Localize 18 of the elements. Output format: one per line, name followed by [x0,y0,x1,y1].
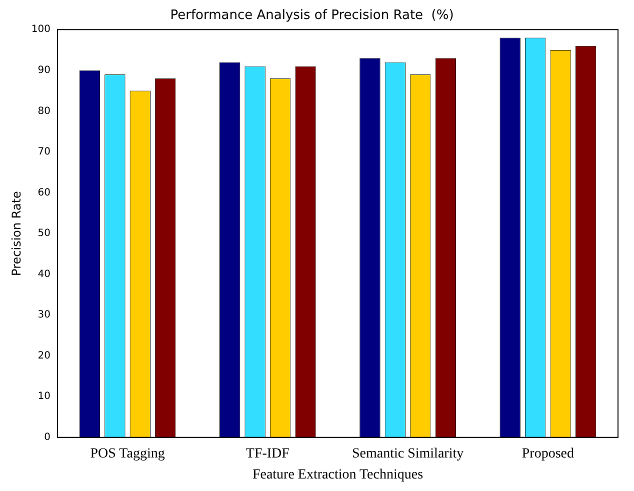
y-tick-label: 60 [38,187,50,198]
chart-title: Performance Analysis of Precision Rate (%) [170,8,454,24]
y-tick-label: 0 [44,432,50,443]
y-axis-title: Precision Rate [9,191,24,276]
x-tick-label: Proposed [522,446,574,462]
y-tick-label: 40 [38,268,50,280]
x-tick-label: POS Tagging [90,446,165,462]
y-tick-label: 80 [38,106,50,117]
y-tick-label: 20 [38,350,50,362]
x-tick-label: Semantic Similarity [352,446,464,462]
y-tick-label: 90 [38,64,50,76]
x-tick-label: TF-IDF [246,446,290,462]
y-tick-label: 10 [38,391,50,402]
y-tick-label: 30 [38,310,50,321]
y-tick-label: 70 [38,146,50,158]
x-axis-title: Feature Extraction Techniques [252,467,424,482]
y-tick-label: 50 [38,228,50,240]
y-tick-label: 100 [31,24,50,36]
